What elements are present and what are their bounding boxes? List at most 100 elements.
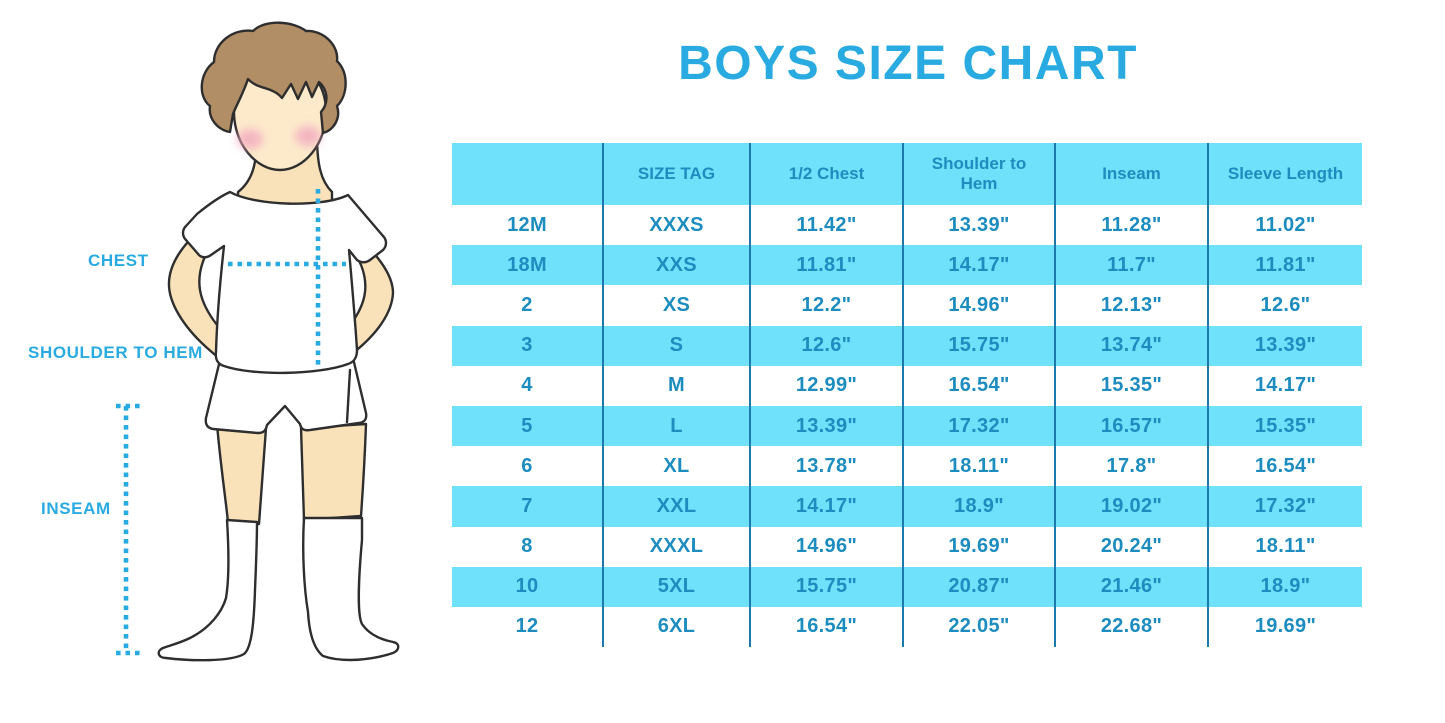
- table-cell: 14.17": [902, 245, 1055, 286]
- table-cell: 18.9": [1207, 566, 1362, 607]
- table-cell: M: [602, 365, 750, 406]
- table-cell: 11.28": [1054, 205, 1208, 246]
- table-row: 18M XXS 11.81" 14.17" 11.7" 11.81": [452, 245, 1362, 286]
- table-cell: 12.6": [1207, 285, 1362, 326]
- size-chart-table: SIZE TAG 1/2 Chest Shoulder to Hem Inseam Sl…: [452, 143, 1362, 648]
- inseam-label: INSEAM: [41, 499, 111, 518]
- table-cell: 13.39": [749, 405, 903, 447]
- header-row: SIZE TAG 1/2 Chest Shoulder to Hem Inseam Sl…: [452, 143, 1362, 205]
- table-row: 6 XL 13.78" 18.11" 17.8" 16.54": [452, 446, 1362, 487]
- table-cell: 16.57": [1054, 405, 1208, 447]
- table-cell: 12.13": [1054, 285, 1208, 326]
- table-cell: 14.17": [1207, 365, 1362, 406]
- table-cell: 15.75": [749, 566, 903, 607]
- table-cell: XS: [602, 285, 750, 326]
- table-cell: 20.24": [1054, 526, 1208, 567]
- table-cell: 13.39": [1207, 325, 1362, 366]
- table-cell: 16.54": [902, 365, 1055, 406]
- table-cell: 6: [521, 454, 533, 477]
- table-body: 12M XXXS 11.42" 13.39" 11.28" 11.02" 18M XXS 11.…: [452, 205, 1362, 648]
- table-cell: 21.46": [1054, 566, 1208, 607]
- shorts-seam: [345, 368, 352, 424]
- table-cell: 13.74": [1054, 325, 1208, 366]
- column-header: Inseam: [1054, 143, 1208, 205]
- table-cell: 18M: [507, 253, 547, 276]
- column-header: Shoulder to Hem: [902, 143, 1055, 205]
- table-cell: 13.78": [749, 446, 903, 487]
- table-cell: 12.6": [749, 325, 903, 366]
- table-cell: 5: [521, 414, 533, 437]
- table-cell: XXXL: [602, 526, 750, 567]
- shoulder-to-hem-label: SHOULDER TO HEM: [28, 343, 203, 362]
- boy-measurement-illustration: [116, 21, 400, 662]
- column-header: Sleeve Length: [1207, 143, 1362, 205]
- table-cell: 11.02": [1207, 205, 1362, 246]
- left-sock: [157, 518, 259, 662]
- left-leg: [215, 422, 268, 526]
- table-row: 4 M 12.99" 16.54" 15.35" 14.17": [452, 365, 1362, 406]
- table-cell: 17.8": [1054, 446, 1208, 487]
- table-cell: 16.54": [749, 606, 903, 648]
- table-cell: 5XL: [602, 566, 750, 607]
- page-title: BOYS SIZE CHART: [678, 37, 1138, 90]
- table-cell: 6XL: [602, 606, 750, 648]
- t-shirt: [181, 190, 388, 375]
- table-row: 10 5XL 15.75" 20.87" 21.46" 18.9": [452, 566, 1362, 607]
- table-cell: 22.05": [902, 606, 1055, 648]
- table-cell: XL: [602, 446, 750, 487]
- table-cell: 8: [521, 535, 533, 558]
- table-row: 2 XS 12.2" 14.96" 12.13" 12.6": [452, 285, 1362, 326]
- table-cell: 14.96": [902, 285, 1055, 326]
- table-cell: 17.32": [902, 405, 1055, 447]
- chest-label: CHEST: [88, 251, 149, 270]
- table-cell: 12M: [507, 213, 547, 236]
- table-cell: 12.99": [749, 365, 903, 406]
- table-cell: XXS: [602, 245, 750, 286]
- table-row: 5 L 13.39" 17.32" 16.57" 15.35": [452, 405, 1362, 447]
- column-header: SIZE TAG: [602, 143, 750, 205]
- table-cell: 11.81": [749, 245, 903, 286]
- table-cell: 20.87": [902, 566, 1055, 607]
- table-cell: 19.69": [902, 526, 1055, 567]
- table-cell: 3: [521, 334, 533, 357]
- table-cell: 18.11": [1207, 526, 1362, 567]
- table-cell: S: [602, 325, 750, 366]
- size-column-header: [452, 143, 603, 205]
- right-sock: [302, 516, 400, 662]
- table-cell: 19.69": [1207, 606, 1362, 648]
- table-cell: 7: [521, 494, 533, 517]
- table-cell: 11.7": [1054, 245, 1208, 286]
- table-cell: 15.35": [1207, 405, 1362, 447]
- table-cell: 19.02": [1054, 486, 1208, 527]
- right-leg: [299, 422, 368, 522]
- table-row: 7 XXL 14.17" 18.9" 19.02" 17.32": [452, 486, 1362, 527]
- cheeks: [237, 126, 321, 149]
- table-cell: XXXS: [602, 205, 750, 246]
- table-cell: 11.81": [1207, 245, 1362, 286]
- table-cell: 15.35": [1054, 365, 1208, 406]
- table-cell: 10: [515, 575, 539, 598]
- table-cell: 11.42": [749, 205, 903, 246]
- table-cell: 16.54": [1207, 446, 1362, 487]
- table-row: 8 XXXL 14.96" 19.69" 20.24" 18.11": [452, 526, 1362, 567]
- table-cell: 22.68": [1054, 606, 1208, 648]
- table-row: 12M XXXS 11.42" 13.39" 11.28" 11.02": [452, 205, 1362, 246]
- table-row: 12 6XL 16.54" 22.05" 22.68" 19.69": [452, 606, 1362, 648]
- hair: [200, 21, 347, 135]
- table-cell: 18.9": [902, 486, 1055, 527]
- column-header: 1/2 Chest: [749, 143, 903, 205]
- table-cell: 4: [521, 374, 533, 397]
- table-cell: L: [602, 405, 750, 447]
- table-cell: 12: [515, 615, 539, 638]
- table-cell: 14.96": [749, 526, 903, 567]
- table-cell: 18.11": [902, 446, 1055, 487]
- table-cell: 13.39": [902, 205, 1055, 246]
- table-cell: 2: [521, 293, 533, 316]
- table-cell: 17.32": [1207, 486, 1362, 527]
- table-cell: 12.2": [749, 285, 903, 326]
- table-cell: XXL: [602, 486, 750, 527]
- table-row: 3 S 12.6" 15.75" 13.74" 13.39": [452, 325, 1362, 366]
- table-cell: 14.17": [749, 486, 903, 527]
- table-cell: 15.75": [902, 325, 1055, 366]
